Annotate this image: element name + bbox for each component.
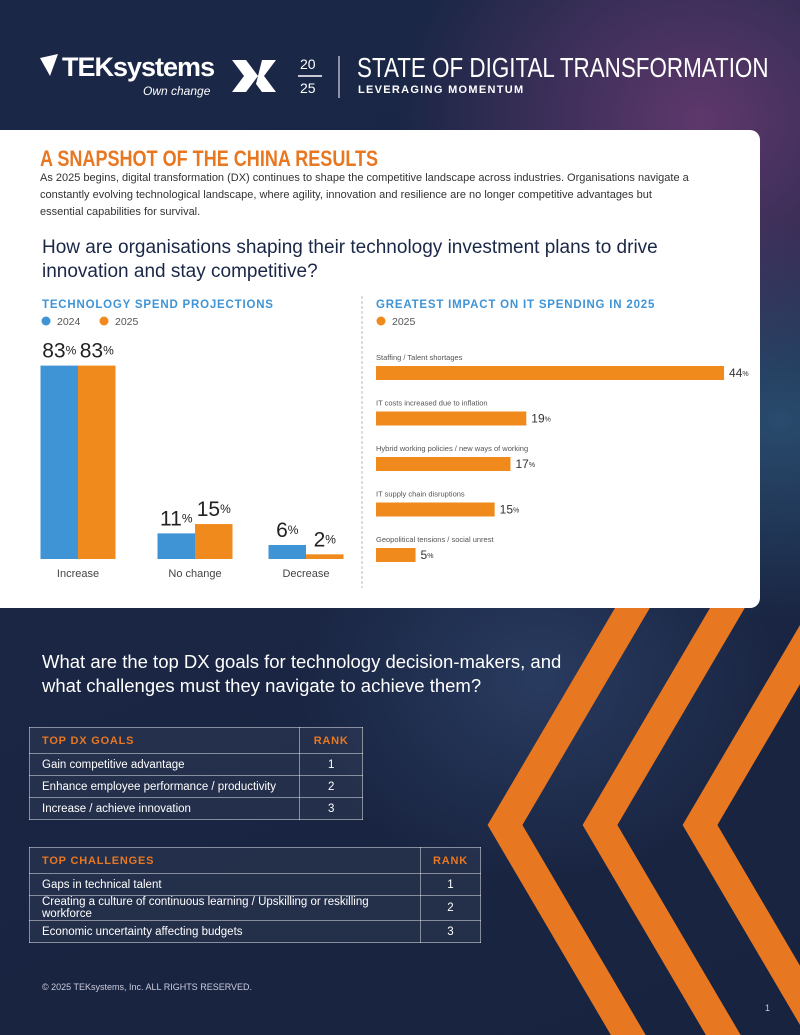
bar bbox=[376, 457, 511, 471]
value-label: 11% bbox=[160, 507, 193, 530]
value-label: 15% bbox=[500, 503, 520, 517]
value-label: 19% bbox=[531, 412, 551, 426]
bar bbox=[376, 548, 416, 562]
value-label: 2% bbox=[314, 528, 337, 551]
chevron bbox=[582, 587, 748, 1035]
intro-text: As 2025 begins, digital transformation (… bbox=[40, 172, 689, 218]
value-label: 83% bbox=[42, 339, 76, 362]
category-label: Geopolitical tensions / social unrest bbox=[376, 535, 494, 544]
bar bbox=[306, 554, 344, 559]
column-header: TOP CHALLENGES bbox=[28, 847, 422, 874]
item-cell: Economic uncertainty affecting budgets bbox=[28, 920, 422, 943]
legend-label: 2025 bbox=[392, 316, 416, 328]
bar bbox=[376, 366, 725, 380]
rank-cell: 2 bbox=[420, 895, 481, 921]
question: How are organisations shaping their tech… bbox=[42, 237, 658, 282]
bar bbox=[157, 533, 195, 559]
bar bbox=[78, 365, 116, 559]
challenges-table: TOP CHALLENGES RANK Gaps in technical tale… bbox=[28, 847, 481, 943]
year-top: 20 bbox=[300, 56, 316, 72]
section-title: A SNAPSHOT OF THE CHINA RESULTS bbox=[40, 146, 379, 171]
rank-cell: 1 bbox=[299, 753, 363, 776]
chart-title: TECHNOLOGY SPEND PROJECTIONS bbox=[42, 299, 274, 311]
x-tick-label: No change bbox=[168, 568, 221, 580]
bar bbox=[376, 411, 527, 426]
legend-label: 2024 bbox=[57, 316, 81, 328]
bar bbox=[195, 524, 233, 559]
logo-mark bbox=[40, 54, 58, 76]
goals-table: TOP DX GOALS RANK Gain competitive advanta… bbox=[28, 727, 363, 820]
column-header: RANK bbox=[420, 847, 481, 874]
item-cell: Creating a culture of continuous learnin… bbox=[28, 895, 422, 921]
bar bbox=[40, 365, 78, 559]
tagline: Own change bbox=[143, 84, 211, 98]
question: What are the top DX goals for technology… bbox=[42, 651, 562, 696]
item-cell: Increase / achieve innovation bbox=[28, 797, 301, 820]
logo-text: TEKsystems bbox=[62, 52, 215, 82]
value-label: 17% bbox=[515, 457, 535, 471]
item-cell: Enhance employee performance / productiv… bbox=[28, 775, 301, 798]
category-label: IT supply chain disruptions bbox=[376, 489, 465, 498]
rank-cell: 3 bbox=[299, 797, 363, 820]
value-label: 83% bbox=[80, 339, 114, 362]
chevron bbox=[682, 624, 800, 1026]
value-label: 5% bbox=[421, 548, 434, 562]
legend-swatch bbox=[376, 316, 386, 326]
x-tick-label: Increase bbox=[57, 568, 99, 580]
year-bottom: 25 bbox=[300, 80, 316, 96]
value-label: 15% bbox=[197, 498, 231, 521]
bar bbox=[268, 545, 306, 559]
x-tick-label: Decrease bbox=[282, 568, 329, 580]
item-cell: Gaps in technical talent bbox=[28, 873, 422, 896]
column-header: TOP DX GOALS bbox=[28, 727, 301, 754]
bar bbox=[376, 502, 495, 517]
chart-title: GREATEST IMPACT ON IT SPENDING IN 2025 bbox=[376, 299, 655, 311]
rank-cell: 1 bbox=[420, 873, 481, 896]
column-header: RANK bbox=[299, 727, 363, 754]
value-label: 6% bbox=[276, 519, 299, 542]
charts: TECHNOLOGY SPEND PROJECTIONS 2024 2025 Incr… bbox=[40, 296, 749, 588]
category-label: Hybrid working policies / new ways of wo… bbox=[376, 444, 528, 453]
rank-cell: 3 bbox=[420, 920, 481, 943]
value-label: 44% bbox=[729, 366, 749, 380]
dx-mark bbox=[232, 60, 276, 92]
copyright: © 2025 TEKsystems, Inc. ALL RIGHTS RESER… bbox=[42, 982, 253, 992]
rank-cell: 2 bbox=[299, 775, 363, 798]
category-label: IT costs increased due to inflation bbox=[376, 398, 488, 407]
legend-label: 2025 bbox=[115, 316, 139, 328]
page-number: 1 bbox=[765, 1003, 771, 1013]
legend-swatch bbox=[41, 316, 51, 326]
category-label: Staffing / Talent shortages bbox=[376, 353, 463, 362]
legend-swatch bbox=[99, 316, 109, 326]
report-title: STATE OF DIGITAL TRANSFORMATION bbox=[357, 52, 769, 83]
item-cell: Gain competitive advantage bbox=[28, 753, 301, 776]
report-subtitle: LEVERAGING MOMENTUM bbox=[358, 84, 525, 96]
chevron bbox=[487, 587, 653, 1035]
